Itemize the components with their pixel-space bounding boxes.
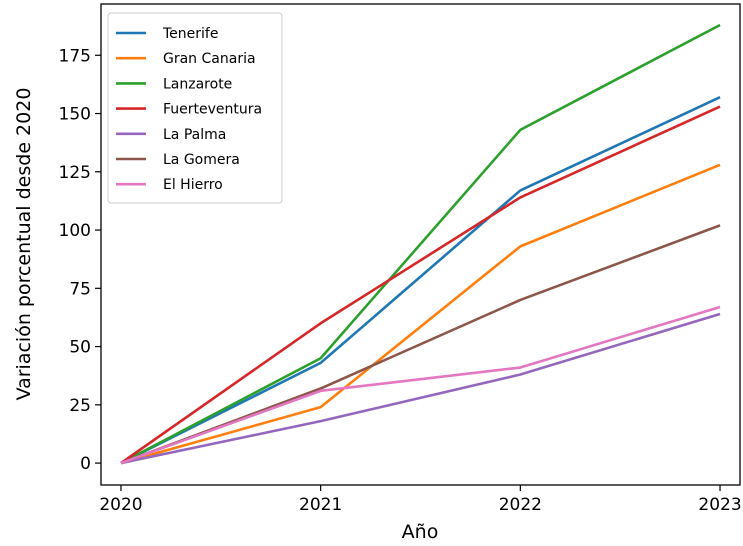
y-tick-label: 150 (59, 105, 91, 125)
legend-label: Fuerteventura (163, 102, 262, 118)
legend-label: Tenerife (162, 26, 218, 42)
x-axis-title: Año (402, 521, 439, 543)
x-tick-label: 2022 (499, 495, 542, 515)
x-axis: 2020 2021 2022 2023 (99, 485, 742, 515)
series-line (120, 312, 721, 465)
y-axis: 0 25 50 75 100 125 150 175 (59, 46, 101, 474)
legend-box (107, 12, 283, 204)
y-tick-label: 175 (59, 46, 91, 66)
series-line (120, 163, 721, 465)
series-line (120, 96, 721, 465)
y-axis-title: Variación porcentual desde 2020 (13, 88, 35, 401)
x-tick-label: 2020 (99, 495, 142, 515)
y-tick-label: 125 (59, 163, 91, 183)
series-lines (120, 23, 721, 465)
y-tick-label: 100 (59, 221, 91, 241)
legend-label: Lanzarote (163, 76, 232, 92)
series-line (120, 23, 721, 465)
y-tick-label: 0 (80, 454, 91, 474)
legend-label: El Hierro (163, 177, 223, 193)
legend-label: Gran Canaria (163, 51, 256, 67)
legend-label: La Gomera (163, 152, 240, 168)
legend-label: La Palma (163, 127, 226, 143)
y-tick-label: 25 (69, 396, 91, 416)
series-line (120, 105, 721, 465)
legend: Tenerife Gran Canaria Lanzarote Fuerteventu… (107, 12, 283, 204)
x-tick-label: 2023 (698, 495, 741, 515)
x-tick-label: 2021 (299, 495, 342, 515)
y-tick-label: 50 (69, 338, 91, 358)
y-tick-label: 75 (69, 279, 91, 299)
series-line (120, 305, 721, 465)
